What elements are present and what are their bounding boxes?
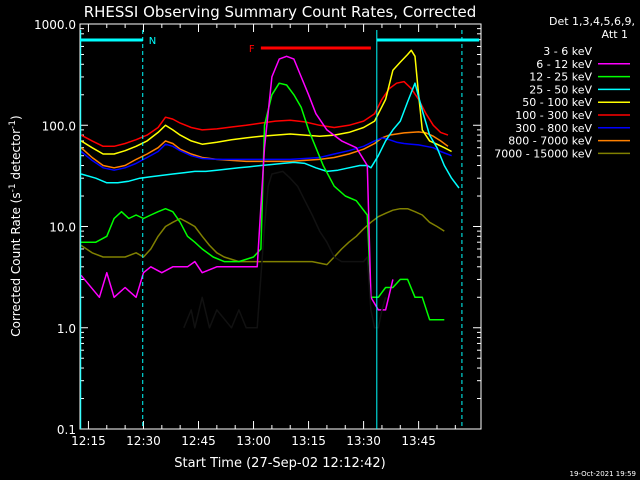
night-label: N <box>149 36 156 47</box>
x-axis: 12:15 12:30 12:45 13:00 13:15 13:30 13:45 <box>71 24 456 448</box>
x-tick-label: 13:00 <box>236 434 271 448</box>
legend-label: 300 - 800 keV <box>515 122 592 135</box>
y-axis-label-mid: detector <box>9 129 23 184</box>
x-tick-label: 13:30 <box>346 434 381 448</box>
legend-label: 3 - 6 keV <box>543 45 592 58</box>
series-line <box>80 55 394 311</box>
x-tick-label: 12:15 <box>71 434 106 448</box>
annotation-layer: NF <box>80 30 480 429</box>
y-axis-label-main: Corrected Count Rate (s <box>9 192 23 336</box>
plot-frame <box>79 23 482 430</box>
footer-date: 19-Oct-2021 19:59 <box>570 470 636 478</box>
x-tick-label: 12:45 <box>181 434 216 448</box>
y-tick-label: 100.0 <box>42 119 76 133</box>
legend-label: 25 - 50 keV <box>529 83 592 96</box>
x-axis-label: Start Time (27-Sep-02 12:12:42) <box>174 456 385 471</box>
legend-label: 100 - 300 keV <box>515 109 592 122</box>
series-line <box>80 207 445 266</box>
chart-title: RHESSI Observing Summary Count Rates, Co… <box>84 3 477 21</box>
series-line <box>80 137 452 171</box>
series-line <box>183 170 387 329</box>
y-axis-label-end: ) <box>9 115 23 120</box>
legend-label: 12 - 25 keV <box>529 71 592 84</box>
series-line <box>80 82 460 189</box>
series-line <box>80 131 449 169</box>
legend-header-1: Det 1,3,4,5,6,9, <box>549 15 635 28</box>
y-axis: 0.1 1.0 10.0 100.0 1000.0 <box>34 18 481 437</box>
y-tick-label: 1000.0 <box>34 18 76 32</box>
series-line <box>80 80 449 148</box>
series-layer <box>80 49 460 329</box>
legend-header-2: Att 1 <box>602 28 628 41</box>
y-tick-label: 10.0 <box>49 221 76 235</box>
plot-area <box>79 23 482 430</box>
y-tick-label: 1.0 <box>57 322 76 336</box>
series-line <box>81 82 445 321</box>
legend-label: 7000 - 15000 keV <box>494 147 592 160</box>
x-tick-label: 13:45 <box>401 434 436 448</box>
y-tick-label: 0.1 <box>57 423 76 437</box>
flare-label: F <box>249 44 255 55</box>
y-axis-label-sup1: -1 <box>8 183 18 192</box>
x-tick-label: 12:30 <box>126 434 161 448</box>
x-tick-label: 13:15 <box>291 434 326 448</box>
legend-label: 50 - 100 keV <box>522 96 592 109</box>
legend-label: 6 - 12 keV <box>536 58 592 71</box>
legend-label: 800 - 7000 keV <box>508 135 592 148</box>
series-line <box>80 49 452 155</box>
y-axis-label: Corrected Count Rate (s-1 detector-1) <box>8 115 23 336</box>
y-axis-label-sup2: -1 <box>8 120 18 129</box>
